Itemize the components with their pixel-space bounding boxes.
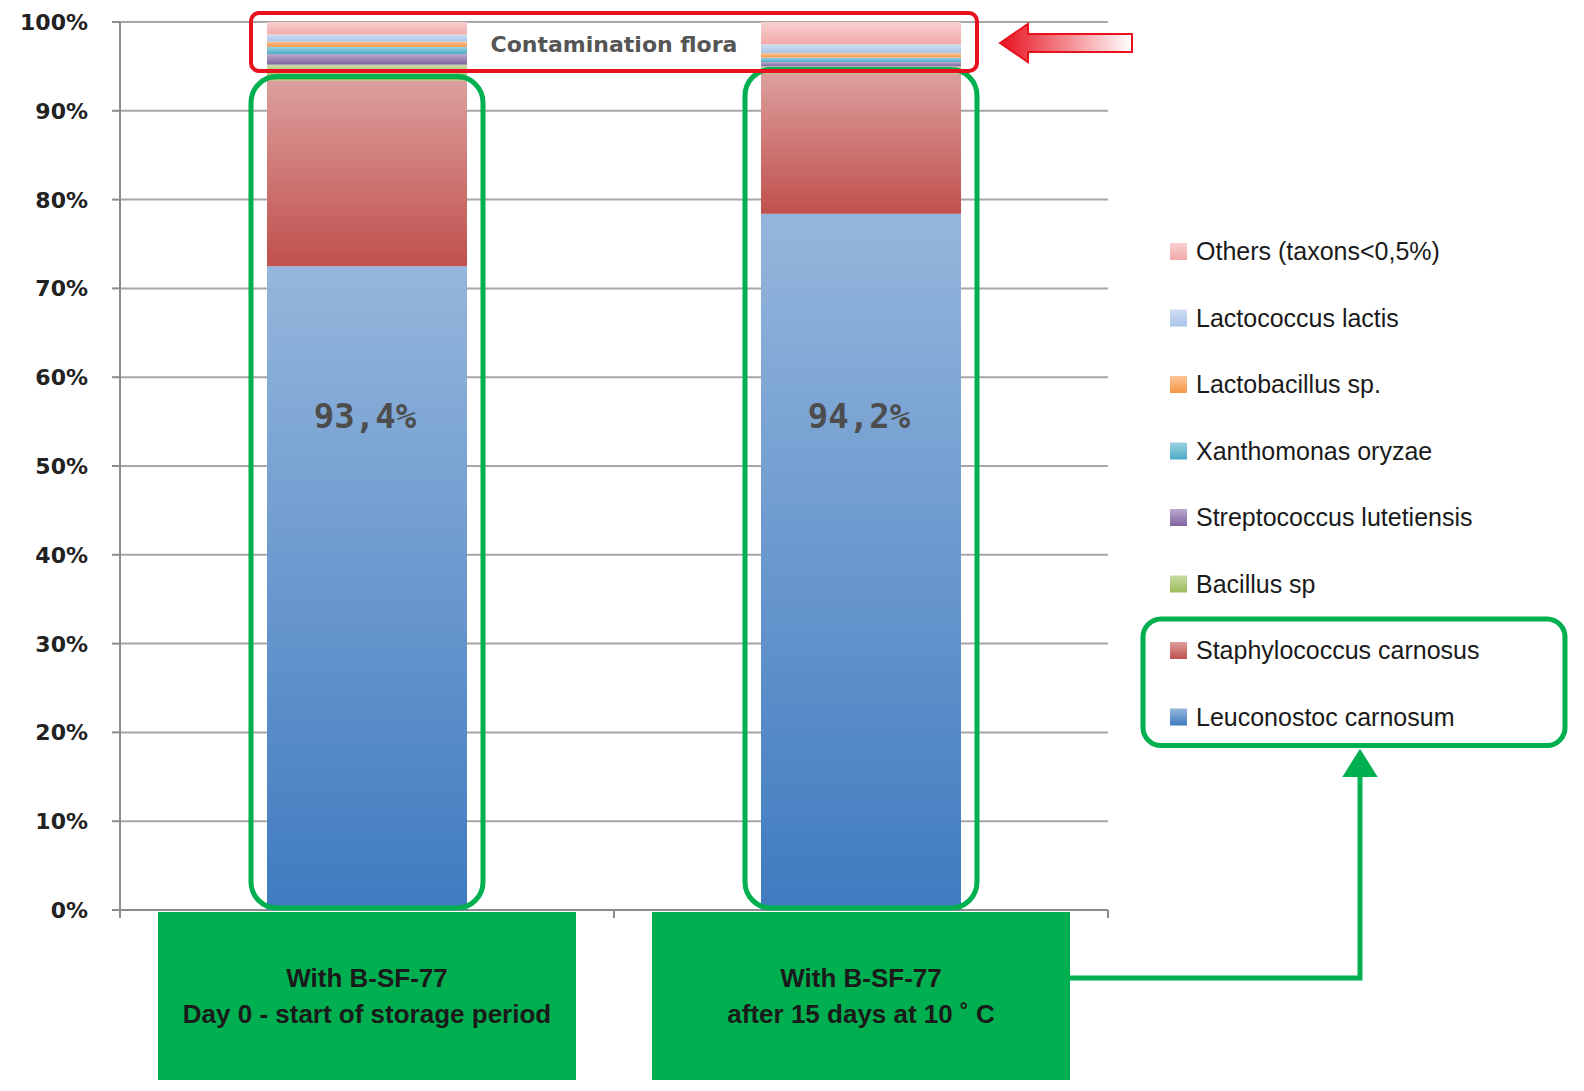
bar-segment [761,74,961,214]
legend-label: Staphylococcus carnosus [1196,636,1479,664]
bar-segment [267,47,467,54]
tick-mark [112,643,120,645]
tick-mark [112,287,120,289]
tick-mark [112,731,120,733]
bar-segment [761,44,961,53]
tick-label: 90% [35,99,88,124]
legend-swatch [1170,243,1187,260]
tick-mark [112,554,120,556]
annotation: 94,2% [808,396,911,436]
label-patch [485,27,743,61]
bar-segment [267,266,467,910]
tick-label: 10% [35,809,88,834]
contamination-frame [251,13,977,71]
bar-segment [267,81,467,267]
legend-swatch [1170,642,1187,659]
annotation: Contamination flora [491,32,738,57]
legend-label: Lactobacillus sp. [1196,370,1381,398]
legend-swatch [1170,443,1187,460]
bar-segment [761,22,961,44]
category-box [652,912,1070,1080]
legend-label: Streptococcus lutetiensis [1196,503,1473,531]
flora-frame [251,77,483,908]
x-tick [1107,910,1109,918]
bar-segment [267,42,467,47]
tick-label: 0% [51,898,88,923]
bar-segment [761,53,961,57]
category-box [158,912,576,1080]
legend-label: Others (taxons<0,5%) [1196,237,1440,265]
flora-frame [745,70,977,908]
tick-label: 30% [35,632,88,657]
decorations [251,13,1132,908]
legend-swatch [1170,376,1187,393]
tick-mark [112,21,120,23]
grid: 0% 10% 20% 30% 40% 50% 60% 70% 80% 90% 100% [20,10,1108,923]
tick-mark [112,465,120,467]
x-tick [119,910,121,918]
connector-head [1345,752,1375,776]
legend: Others (taxons<0,5%) Lactococcus lactis La… [1170,237,1479,731]
tick-mark [112,199,120,201]
legend-label: Bacillus sp [1196,570,1316,598]
legend-label: Xanthomonas oryzae [1196,437,1432,465]
page: 0% 10% 20% 30% 40% 50% 60% 70% 80% 90% 100% Contami… [0,0,1584,1091]
bar-segment [267,54,467,65]
bar-segment [761,58,961,62]
chart: 0% 10% 20% 30% 40% 50% 60% 70% 80% 90% 100% Contami… [0,0,1584,1091]
arrow [1000,24,1132,62]
legend-swatch [1170,310,1187,327]
legend-swatch [1170,576,1187,593]
bar-segment [761,214,961,910]
tick-label: 100% [20,10,88,35]
category-label: With B-SF-77 Day 0 - start of storage pe… [158,912,576,1080]
tick-mark [112,376,120,378]
bar-segment [267,34,467,41]
legend-frame [1143,619,1565,746]
tick-label: 40% [35,543,88,568]
tick-mark [112,110,120,112]
tick-label: 20% [35,720,88,745]
tick-label: 50% [35,454,88,479]
tick-label: 60% [35,365,88,390]
tick-label: 70% [35,276,88,301]
legend-label: Leuconostoc carnosum [1196,703,1454,731]
legend-label: Lactococcus lactis [1196,304,1399,332]
tick-mark [112,820,120,822]
x-tick [613,910,615,918]
annotation: 93,4% [314,396,417,436]
legend-swatch [1170,509,1187,526]
tick-label: 80% [35,188,88,213]
y-axis [119,22,121,910]
category-label: With B-SF-77 after 15 days at 10 ˚ C [652,912,1070,1080]
bar-segment [267,22,467,34]
bars [267,22,961,910]
legend-swatch [1170,709,1187,726]
bar-segment [761,62,961,66]
tick-mark [112,909,120,911]
connector [1070,772,1360,979]
